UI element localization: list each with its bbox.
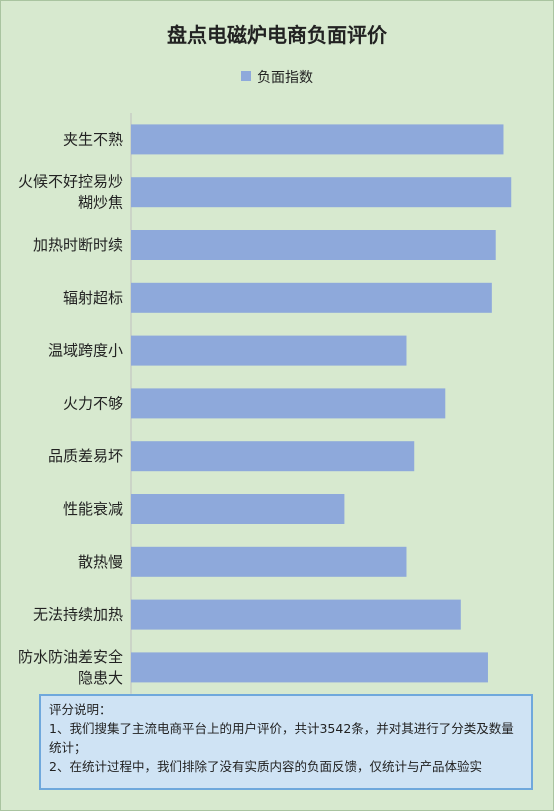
category-label-line: 性能衰减: [63, 500, 123, 518]
bar-6: [131, 441, 415, 472]
bar-10: [131, 652, 488, 683]
category-label-7: 性能衰减: [63, 500, 123, 518]
rating-note: 评分说明： 1、我们搜集了主流电商平台上的用户评价，共计3542条，并对其进行了…: [39, 694, 533, 790]
category-label-line: 防水防油差安全: [18, 648, 123, 666]
category-label-line: 夹生不熟: [63, 130, 123, 148]
legend: 负面指数: [1, 67, 553, 87]
bar-8: [131, 546, 407, 577]
category-label-5: 火力不够: [63, 394, 123, 412]
bar-7: [131, 494, 345, 524]
category-label-line: 温域跨度小: [48, 342, 123, 360]
bar-2: [131, 230, 496, 260]
category-label-6: 品质差易坏: [48, 447, 123, 465]
category-label-line: 糊炒焦: [78, 194, 123, 212]
note-line-1: 1、我们搜集了主流电商平台上的用户评价，共计3542条，并对其进行了分类及数量统…: [49, 721, 514, 755]
category-label-1: 火候不好控易炒糊炒焦: [18, 173, 123, 212]
category-label-line: 火力不够: [63, 394, 123, 412]
category-label-8: 散热慢: [78, 553, 123, 571]
category-label-line: 散热慢: [78, 553, 123, 571]
chart-title: 盘点电磁炉电商负面评价: [167, 23, 387, 47]
category-label-line: 加热时断时续: [33, 236, 123, 254]
category-label-line: 无法持续加热: [33, 606, 123, 624]
legend-label: 负面指数: [257, 70, 313, 86]
bar-4: [131, 335, 407, 366]
category-label-line: 隐患大: [78, 669, 123, 687]
category-label-2: 加热时断时续: [33, 236, 123, 254]
legend-swatch: [241, 71, 251, 81]
category-label-0: 夹生不熟: [63, 130, 123, 148]
category-label-9: 无法持续加热: [33, 606, 123, 624]
note-heading: 评分说明：: [49, 702, 112, 717]
category-label-3: 辐射超标: [63, 289, 123, 307]
bar-3: [131, 282, 492, 313]
bar-1: [131, 177, 512, 208]
category-label-10: 防水防油差安全隐患大: [18, 648, 123, 687]
category-label-line: 辐射超标: [63, 289, 123, 307]
bar-5: [131, 388, 446, 419]
note-line-2: 2、在统计过程中，我们排除了没有实质内容的负面反馈，仅统计与产品体验实: [49, 759, 482, 774]
category-label-line: 品质差易坏: [48, 447, 123, 465]
bar-0: [131, 124, 504, 155]
category-label-4: 温域跨度小: [48, 342, 123, 360]
bar-9: [131, 599, 461, 630]
category-label-line: 火候不好控易炒: [18, 173, 123, 191]
